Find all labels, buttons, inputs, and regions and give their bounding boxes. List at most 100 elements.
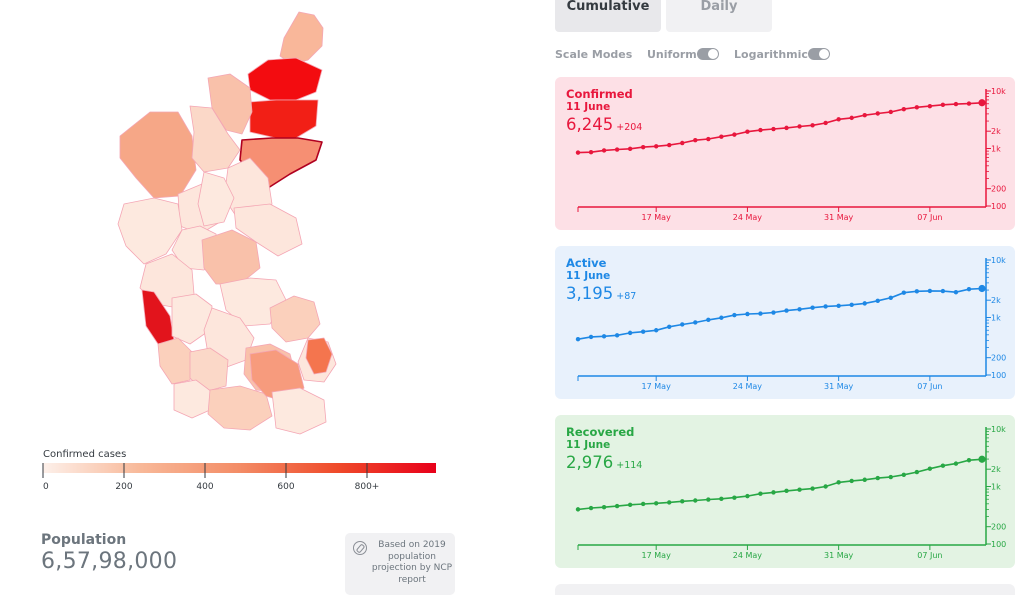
data-point[interactable]: [758, 491, 763, 496]
data-point[interactable]: [823, 484, 828, 489]
data-point[interactable]: [771, 126, 776, 132]
latest-data-point[interactable]: [978, 284, 986, 293]
data-point[interactable]: [862, 301, 867, 306]
data-point[interactable]: [862, 477, 867, 482]
data-point[interactable]: [627, 502, 633, 508]
data-point[interactable]: [693, 320, 698, 325]
data-point[interactable]: [575, 150, 581, 155]
next-card-partial[interactable]: [555, 584, 1015, 595]
data-point[interactable]: [588, 150, 594, 155]
data-point[interactable]: [601, 334, 607, 339]
data-point[interactable]: [667, 142, 672, 148]
district-uttara-kannada[interactable]: [117, 197, 183, 265]
logarithmic-toggle[interactable]: [808, 48, 830, 60]
district-dakshina-kannada[interactable]: [157, 337, 195, 385]
uniform-toggle[interactable]: [697, 48, 719, 60]
data-point[interactable]: [888, 474, 893, 480]
data-point[interactable]: [966, 286, 972, 292]
data-point[interactable]: [823, 120, 828, 126]
district-hassan[interactable]: [189, 347, 229, 393]
data-point[interactable]: [836, 117, 841, 122]
data-point[interactable]: [706, 497, 711, 502]
data-point[interactable]: [601, 505, 607, 510]
data-point[interactable]: [875, 111, 880, 116]
data-point[interactable]: [914, 289, 920, 294]
data-point[interactable]: [927, 103, 933, 109]
data-point[interactable]: [680, 499, 685, 504]
data-point[interactable]: [784, 308, 789, 313]
data-point[interactable]: [745, 311, 750, 317]
latest-data-point[interactable]: [978, 99, 986, 107]
data-point[interactable]: [719, 134, 724, 139]
data-point[interactable]: [627, 330, 633, 336]
data-point[interactable]: [914, 469, 920, 475]
data-point[interactable]: [719, 315, 724, 320]
tab-daily[interactable]: Daily: [666, 0, 772, 32]
data-point[interactable]: [575, 507, 581, 512]
data-point[interactable]: [667, 324, 672, 329]
data-point[interactable]: [940, 288, 946, 294]
data-point[interactable]: [875, 298, 880, 304]
data-point[interactable]: [771, 490, 776, 495]
data-point[interactable]: [849, 115, 854, 121]
data-point[interactable]: [758, 311, 763, 316]
data-point[interactable]: [653, 144, 659, 149]
data-point[interactable]: [745, 129, 750, 134]
district-yadgir[interactable]: [249, 99, 319, 139]
data-point[interactable]: [966, 458, 972, 463]
data-point[interactable]: [640, 501, 646, 507]
data-point[interactable]: [680, 140, 685, 146]
data-point[interactable]: [601, 148, 607, 153]
data-point[interactable]: [732, 495, 737, 500]
data-point[interactable]: [653, 501, 659, 506]
data-point[interactable]: [784, 125, 789, 131]
data-point[interactable]: [797, 487, 802, 492]
data-point[interactable]: [927, 288, 933, 294]
data-point[interactable]: [653, 328, 659, 333]
data-point[interactable]: [953, 290, 959, 295]
data-point[interactable]: [732, 132, 737, 137]
data-point[interactable]: [849, 302, 854, 308]
data-point[interactable]: [680, 322, 685, 327]
data-point[interactable]: [823, 304, 828, 309]
data-point[interactable]: [940, 463, 946, 468]
data-point[interactable]: [693, 498, 698, 503]
data-point[interactable]: [966, 101, 972, 106]
latest-data-point[interactable]: [978, 455, 986, 463]
district-davanagere[interactable]: [201, 229, 261, 285]
data-point[interactable]: [810, 486, 815, 491]
data-point[interactable]: [797, 124, 802, 129]
data-point[interactable]: [614, 503, 620, 509]
tab-cumulative[interactable]: Cumulative: [555, 0, 661, 32]
district-gadag[interactable]: [197, 171, 235, 227]
data-point[interactable]: [836, 480, 841, 485]
data-point[interactable]: [719, 496, 724, 502]
data-point[interactable]: [640, 329, 646, 334]
data-point[interactable]: [901, 106, 907, 112]
data-point[interactable]: [888, 109, 893, 115]
data-point[interactable]: [614, 147, 620, 152]
data-point[interactable]: [810, 305, 815, 310]
recovered-card[interactable]: 10k 2k 1k 200 100 17 May 24 May 31 May 07 Jun Re…: [555, 415, 1015, 568]
data-point[interactable]: [706, 317, 711, 323]
data-point[interactable]: [640, 144, 646, 150]
data-point[interactable]: [627, 146, 633, 152]
data-point[interactable]: [758, 127, 763, 133]
data-point[interactable]: [575, 336, 581, 342]
data-point[interactable]: [810, 123, 815, 128]
data-point[interactable]: [784, 488, 789, 494]
data-point[interactable]: [745, 493, 750, 499]
data-point[interactable]: [953, 101, 959, 107]
district-chamarajanagar[interactable]: [271, 387, 327, 435]
district-bengaluru-urban[interactable]: [305, 337, 333, 375]
data-point[interactable]: [614, 333, 620, 338]
data-point[interactable]: [953, 461, 959, 466]
data-point[interactable]: [588, 505, 594, 511]
active-card[interactable]: 10k 2k 1k 200 100 17 May 24 May 31 May 07 Jun Ac…: [555, 246, 1015, 399]
district-mysuru[interactable]: [207, 385, 273, 431]
data-point[interactable]: [901, 472, 907, 477]
confirmed-card[interactable]: 10k 2k 1k 200 100 17 May 24 May 31 May 07 Jun Co…: [555, 77, 1015, 230]
data-point[interactable]: [914, 105, 920, 110]
district-bidar[interactable]: [279, 11, 324, 65]
district-ballari[interactable]: [233, 203, 303, 257]
